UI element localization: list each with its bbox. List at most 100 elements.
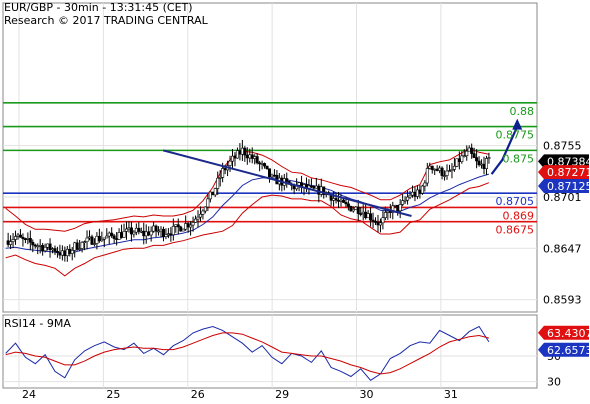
candle-body [191,222,195,226]
candle-body [23,238,27,241]
candle-body [317,185,321,195]
candle-body [487,157,491,159]
candle-body [203,206,207,212]
candle-body [344,202,348,205]
price-levels [3,102,537,223]
candle-body [411,191,415,196]
candle-body [38,245,42,247]
candle-body [322,186,326,195]
candle-body [354,206,358,210]
candle-body [258,162,262,165]
candle-body [337,199,341,202]
candle-body [447,170,451,172]
candle-body [245,154,249,159]
candle-body [334,198,338,201]
candle-body [147,231,151,236]
candle-body [366,213,370,219]
candle-body [260,163,264,165]
candle-body [6,240,10,245]
candle-body [100,238,104,242]
level-label: 0.869 [503,209,535,222]
candle-body [406,196,410,201]
candle-body [255,156,259,164]
candle-body [46,243,50,248]
chart-credit: Research © 2017 TRADING CENTRAL [4,14,208,27]
time-tick-label: 29 [275,388,289,400]
candle-body [263,163,267,167]
candle-body [26,238,30,240]
candle-body [9,241,13,245]
chart-title: EUR/GBP - 30min - 13:31:45 (CET) [4,1,193,14]
moving-average [5,173,490,255]
candle-body [201,210,205,215]
candle-body [393,204,397,207]
candle-body [386,210,390,213]
level-label: 0.8675 [496,224,535,237]
price-axis: 0.8755 0.8701 0.8647 0.8593 [543,140,582,307]
forecast-path [490,126,519,175]
level-label: 0.875 [503,152,535,165]
candle-body [484,158,488,169]
candle-body [240,147,244,155]
candle-body [18,234,22,238]
candle-body [312,186,316,189]
rsi-tag: 62.6573 [547,344,590,357]
candle-body [270,174,274,178]
candle-body [253,156,257,159]
candle-body [228,160,232,166]
price-tick-label: 0.8701 [543,191,582,204]
candle-body [134,227,138,233]
candle-body [396,204,400,212]
candle-body [248,154,252,159]
forecast-arrowhead [512,118,523,130]
candle-body [92,243,96,245]
candle-body [223,168,227,171]
candle-body [48,243,52,251]
candle-body [90,236,94,245]
candle-body [364,211,368,219]
candle-body [435,168,439,171]
candle-body [477,160,481,166]
candle-body [161,228,165,237]
time-axis: 24 25 26 29 30 31 [22,388,458,401]
price-tag-bg [538,154,589,169]
candle-body [186,223,190,228]
candle-body [139,230,143,233]
forecast-arrow [490,118,523,175]
candle-body [361,211,365,214]
candle-body [137,227,141,232]
price-grid [2,2,538,313]
candle-body [470,147,474,154]
level-label: 0.8705 [496,195,535,208]
candle-body [383,212,387,218]
candle-body [60,250,64,256]
candle-body [216,177,220,189]
moving-average-line [5,173,490,255]
candle-body [445,170,449,176]
candle-body [28,238,32,243]
trendline [162,149,412,217]
candle-body [369,213,373,221]
candle-body [381,217,385,224]
candle-body [164,234,168,237]
candle-body [51,248,55,251]
candle-body [415,189,419,197]
candle-body [127,227,131,230]
rsi-panel [2,314,538,389]
time-tick-label: 25 [106,388,120,400]
candle-body [423,182,427,187]
candle-body [267,168,271,178]
candle-body [376,222,380,226]
candle-body [462,155,466,158]
candle-body [157,230,161,233]
price-tag-bg [538,179,589,194]
candle-body [58,252,62,256]
rsi-signal-line [5,332,490,375]
candle-body [117,232,121,240]
candle-body [120,232,124,238]
candle-body [85,237,89,243]
candle-body [53,248,57,252]
candle-body [110,232,114,237]
